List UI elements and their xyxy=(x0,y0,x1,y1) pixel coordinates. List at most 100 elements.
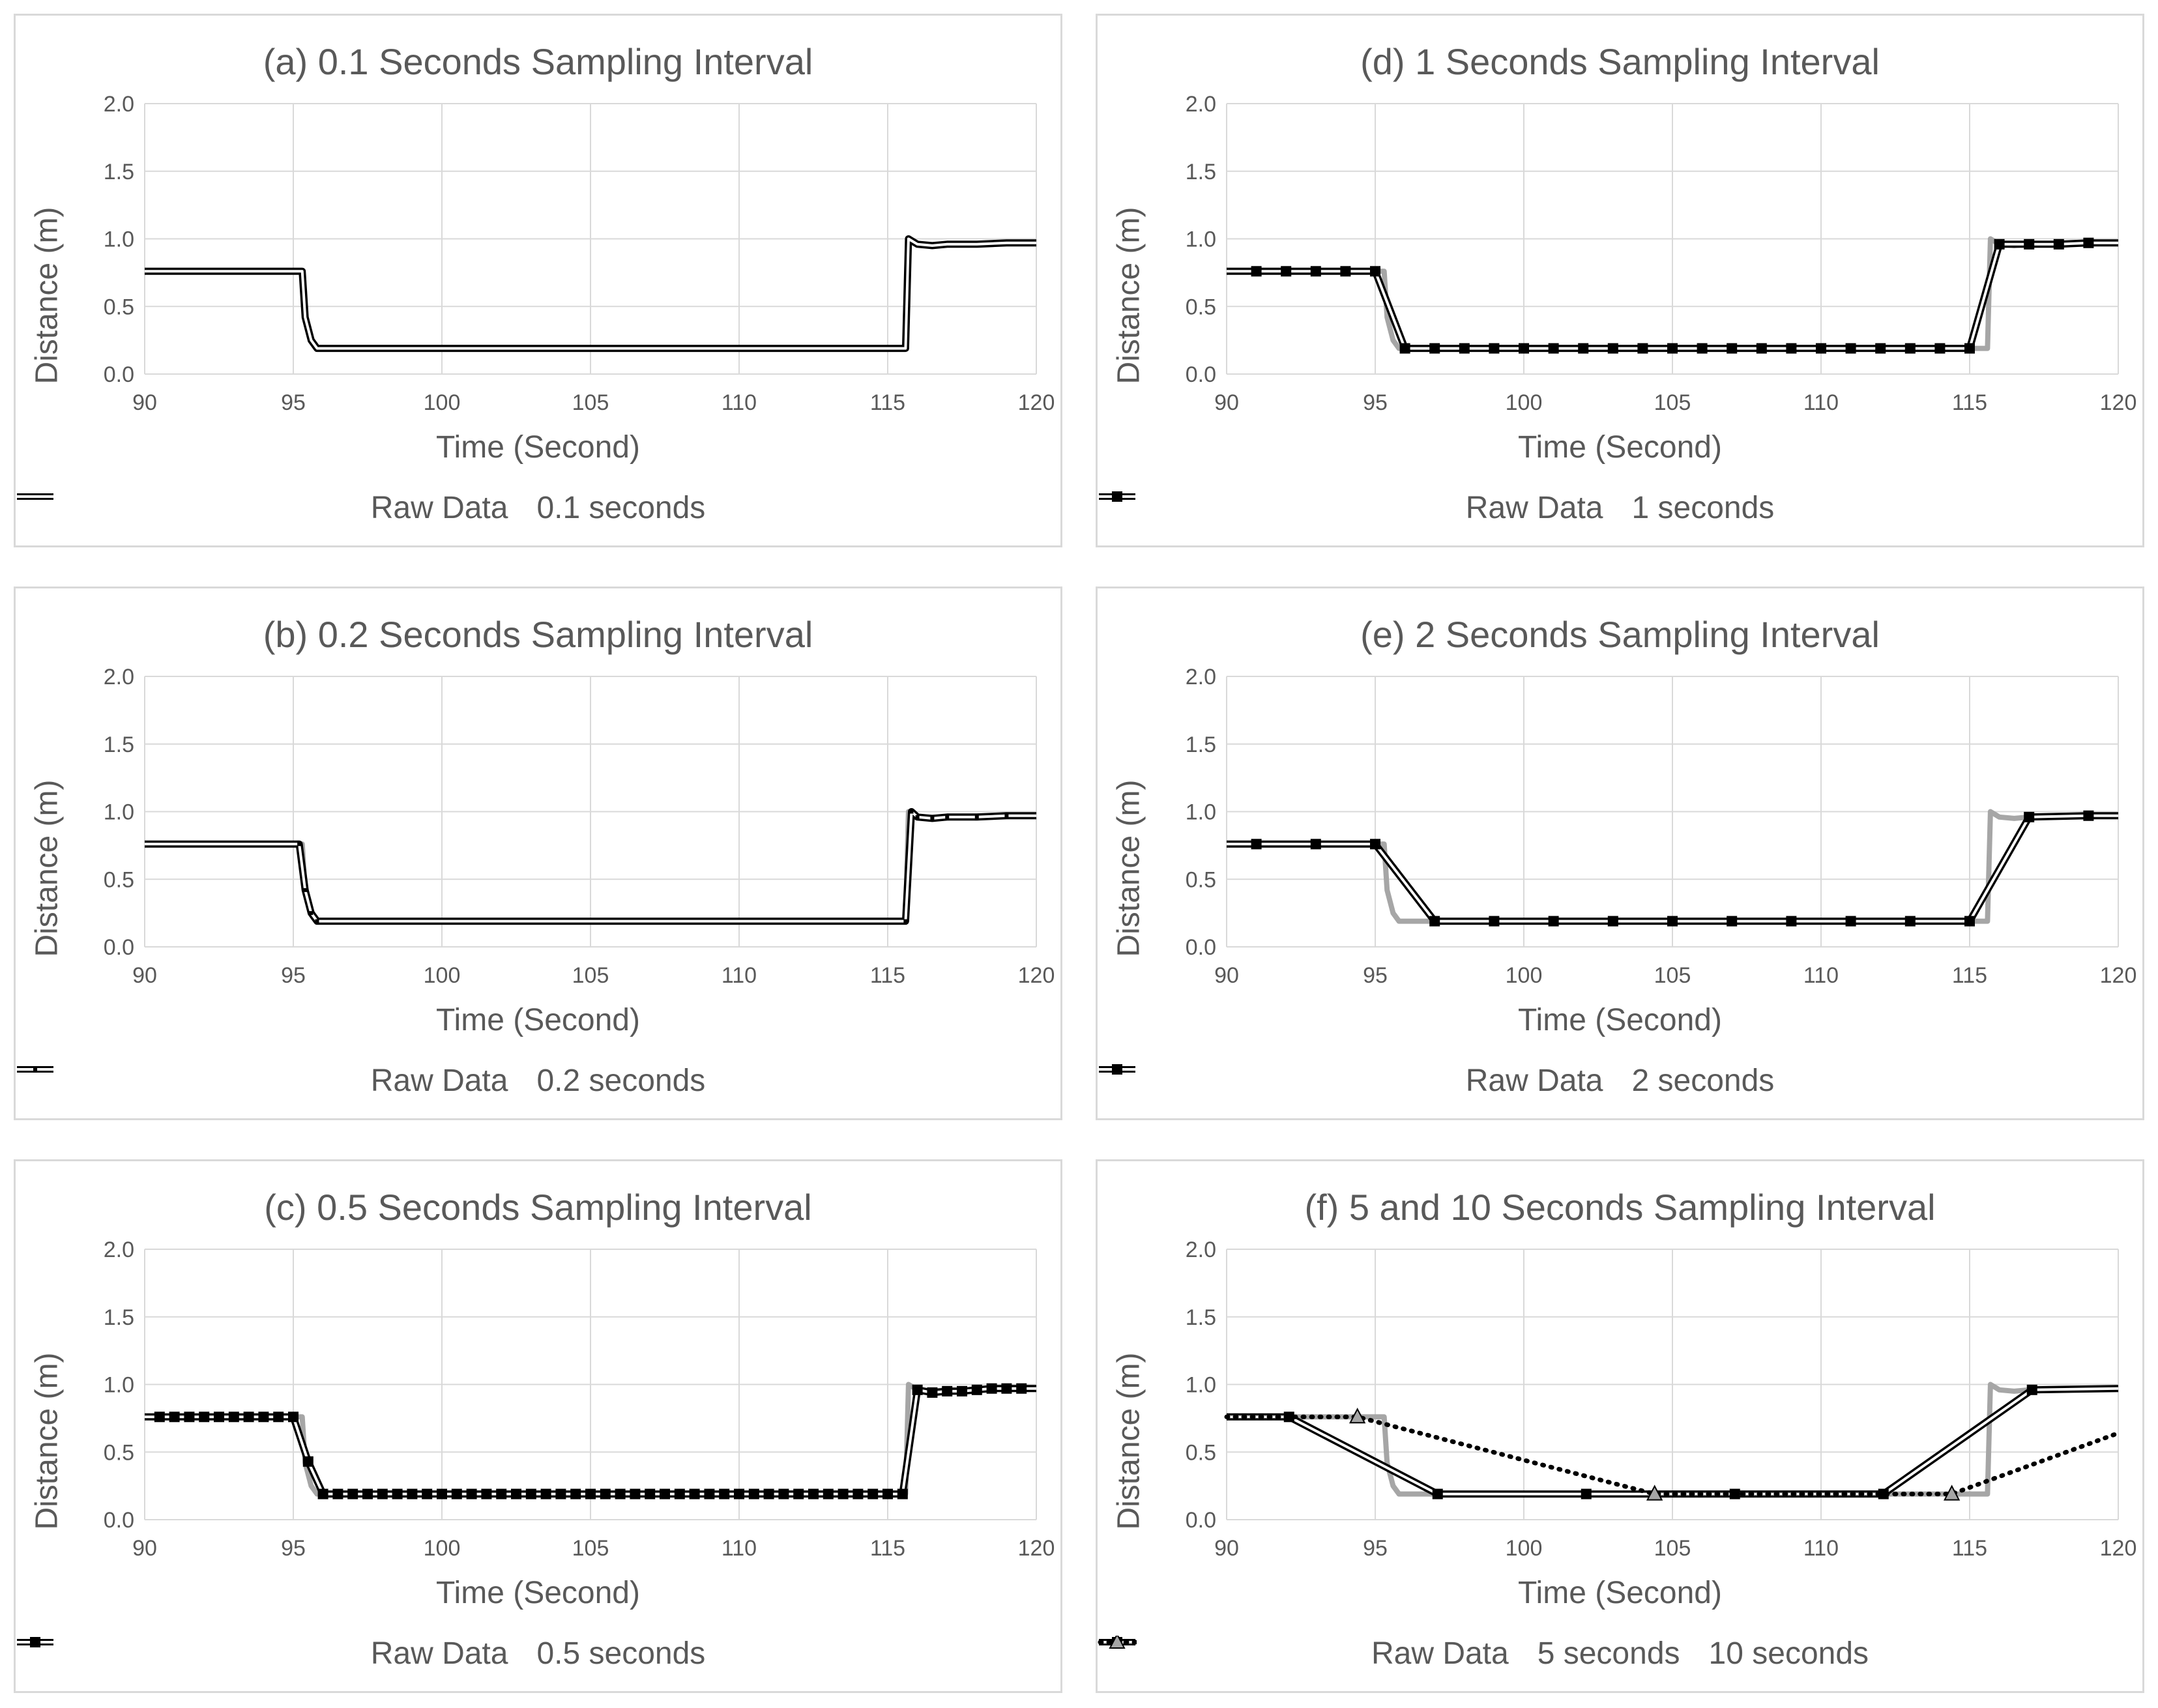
data-point xyxy=(1607,343,1618,354)
y-axis-label: Distance (m) xyxy=(1111,207,1146,384)
legend-label: 1 seconds xyxy=(1631,491,1775,525)
data-point xyxy=(1637,343,1648,354)
data-point xyxy=(1994,239,2005,250)
data-point xyxy=(645,1488,656,1499)
x-tick-label: 100 xyxy=(424,1536,461,1561)
x-tick-label: 100 xyxy=(1506,963,1543,988)
x-tick-label: 105 xyxy=(1654,1536,1691,1561)
data-point xyxy=(525,1488,536,1499)
y-tick-label: 0.5 xyxy=(104,1440,134,1465)
markers-0.2-seconds xyxy=(297,809,1009,923)
data-point xyxy=(422,1488,433,1499)
y-tick-label: 0.5 xyxy=(1186,295,1216,319)
legend-item-raw: Raw Data xyxy=(1099,490,1603,526)
x-tick-label: 110 xyxy=(722,390,757,415)
data-point xyxy=(297,842,302,847)
data-point xyxy=(1964,916,1975,927)
data-point xyxy=(853,1488,864,1499)
markers-10-seconds xyxy=(1349,1408,1961,1501)
legend: Raw Data 0.5 seconds xyxy=(16,1636,1060,1672)
y-tick-label: 0.5 xyxy=(1186,867,1216,892)
legend-item-raw: Raw Data xyxy=(1099,1063,1603,1099)
legend-label: 0.2 seconds xyxy=(536,1064,706,1098)
data-point xyxy=(1878,1488,1889,1499)
data-point xyxy=(154,1411,165,1423)
y-tick-label: 2.0 xyxy=(1186,1238,1216,1262)
legend-marker xyxy=(1112,491,1122,502)
data-point xyxy=(347,1488,358,1499)
data-point xyxy=(903,919,908,923)
data-point xyxy=(511,1488,521,1499)
y-tick-label: 1.5 xyxy=(1186,160,1216,184)
data-point xyxy=(1310,839,1321,850)
data-point xyxy=(1489,343,1500,354)
x-tick-label: 90 xyxy=(1214,390,1239,415)
y-tick-label: 1.0 xyxy=(1186,800,1216,825)
y-tick-label: 1.0 xyxy=(1186,1373,1216,1398)
data-point xyxy=(882,1488,893,1499)
data-point xyxy=(704,1488,715,1499)
data-point xyxy=(734,1488,744,1499)
legend-marker xyxy=(1109,1636,1126,1649)
data-point xyxy=(362,1488,373,1499)
x-tick-label: 100 xyxy=(1506,390,1543,415)
data-point xyxy=(258,1411,269,1423)
x-tick-label: 90 xyxy=(132,1536,157,1561)
data-point xyxy=(1310,266,1321,277)
legend: Raw Data 5 seconds 10 seconds xyxy=(1098,1636,2142,1672)
data-point xyxy=(808,1488,819,1499)
x-tick-label: 115 xyxy=(1952,1536,1987,1561)
data-point xyxy=(897,1488,908,1499)
chart-panel-b: (b) 0.2 Seconds Sampling Interval 0.0 0.5… xyxy=(14,586,1062,1120)
y-axis-label: Distance (m) xyxy=(29,779,65,957)
legend-swatch-series xyxy=(17,1066,53,1073)
data-point xyxy=(1786,916,1797,927)
y-tick-label: 1.5 xyxy=(104,1305,134,1330)
data-point xyxy=(912,1384,923,1395)
y-axis-label: Distance (m) xyxy=(29,207,65,384)
data-point xyxy=(555,1488,566,1499)
data-point xyxy=(199,1411,210,1423)
x-tick-label: 115 xyxy=(870,1536,905,1561)
y-tick-label: 1.0 xyxy=(104,227,134,252)
data-point xyxy=(630,1488,641,1499)
x-tick-label: 110 xyxy=(722,1536,757,1561)
chart-panel-c: (c) 0.5 Seconds Sampling Interval 0.0 0.5… xyxy=(14,1159,1062,1693)
data-point xyxy=(1370,266,1380,277)
legend-item-series: 0.2 seconds xyxy=(17,1063,706,1099)
data-point xyxy=(1001,1383,1012,1394)
legend-item-series: 5 seconds xyxy=(1099,1636,1680,1672)
plot-area: 0.0 0.5 1.0 1.5 2.0 90 95 100 105 110 115 120 xyxy=(104,92,1055,415)
x-axis-label: Time (Second) xyxy=(1518,1003,1722,1037)
data-point xyxy=(377,1488,388,1499)
data-point xyxy=(909,809,914,814)
data-point xyxy=(1519,343,1529,354)
y-tick-label: 2.0 xyxy=(1186,665,1216,689)
data-point xyxy=(585,1488,596,1499)
series-line-inner xyxy=(145,237,1036,350)
data-point xyxy=(2024,811,2035,822)
data-point xyxy=(974,815,979,819)
data-point xyxy=(1016,1383,1027,1394)
data-point xyxy=(868,1488,879,1499)
data-point xyxy=(600,1488,611,1499)
data-point xyxy=(466,1488,477,1499)
legend: Raw Data 2 seconds xyxy=(1098,1063,2142,1099)
data-point xyxy=(1578,343,1589,354)
legend-swatch-series xyxy=(1099,491,1135,502)
data-point xyxy=(1727,916,1738,927)
data-point xyxy=(719,1488,730,1499)
x-axis-label: Time (Second) xyxy=(1518,430,1722,465)
data-point xyxy=(317,1488,328,1499)
legend-item-series-2: 10 seconds xyxy=(1098,1636,1869,1672)
y-axis-label: Distance (m) xyxy=(29,1352,65,1530)
legend-marker xyxy=(33,1067,37,1071)
chart-panel-f: (f) 5 and 10 Seconds Sampling Interval 0… xyxy=(1096,1159,2144,1693)
data-point xyxy=(1816,343,1826,354)
data-point xyxy=(971,1384,982,1395)
series-0.1-seconds xyxy=(145,235,1036,353)
legend-item-raw: Raw Data xyxy=(17,1063,508,1099)
legend-item-series: 1 seconds xyxy=(1099,490,1775,526)
y-tick-label: 0.5 xyxy=(104,295,134,319)
legend-label: 0.5 seconds xyxy=(536,1636,706,1671)
